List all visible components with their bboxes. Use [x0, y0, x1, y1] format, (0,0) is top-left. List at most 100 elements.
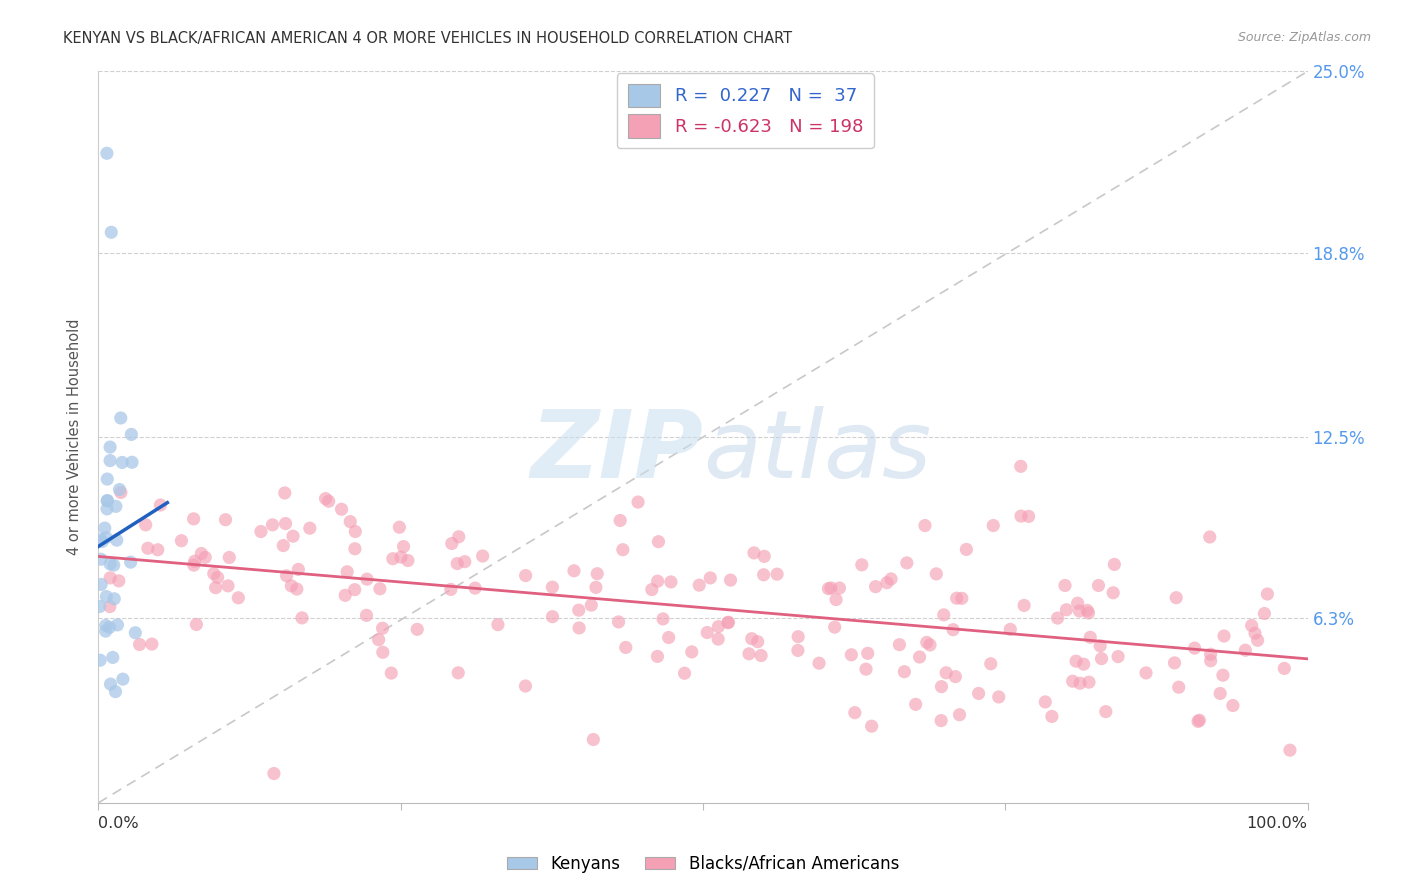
Point: [149, 498, 172, 512]
Point: [94, 618, 117, 632]
Point: [607, 615, 630, 629]
Point: [1066, 596, 1088, 610]
Point: [110, 485, 132, 500]
Point: [94, 521, 117, 535]
Point: [856, 646, 879, 660]
Point: [828, 581, 851, 595]
Point: [614, 640, 637, 655]
Point: [90, 577, 112, 591]
Point: [98, 571, 121, 585]
Point: [1073, 657, 1095, 672]
Text: ZIP: ZIP: [530, 406, 703, 498]
Point: [1184, 641, 1206, 656]
Point: [104, 684, 127, 698]
Point: [141, 637, 163, 651]
Point: [945, 591, 967, 606]
Point: [343, 582, 366, 597]
Point: [356, 572, 378, 586]
Point: [103, 591, 125, 606]
Point: [647, 574, 669, 589]
Point: [276, 569, 298, 583]
Point: [406, 623, 429, 637]
Point: [581, 598, 603, 612]
Y-axis label: 4 or more Vehicles in Household: 4 or more Vehicles in Household: [67, 318, 83, 556]
Point: [447, 665, 470, 680]
Point: [218, 550, 240, 565]
Point: [1246, 633, 1268, 648]
Point: [94, 624, 117, 639]
Point: [96, 590, 118, 604]
Point: [914, 518, 936, 533]
Point: [96, 146, 118, 161]
Point: [904, 698, 927, 712]
Point: [876, 575, 898, 590]
Point: [942, 623, 965, 637]
Point: [136, 541, 159, 556]
Point: [749, 648, 772, 663]
Point: [752, 567, 775, 582]
Point: [1253, 607, 1275, 621]
Point: [699, 571, 721, 585]
Point: [1234, 643, 1257, 657]
Point: [766, 567, 789, 582]
Text: Source: ZipAtlas.com: Source: ZipAtlas.com: [1237, 31, 1371, 45]
Point: [367, 632, 389, 647]
Point: [967, 686, 990, 700]
Point: [1107, 649, 1129, 664]
Point: [94, 531, 117, 545]
Point: [98, 440, 121, 454]
Point: [120, 555, 142, 569]
Point: [1046, 611, 1069, 625]
Point: [371, 645, 394, 659]
Point: [120, 427, 142, 442]
Point: [89, 599, 111, 614]
Point: [98, 557, 121, 571]
Point: [908, 650, 931, 665]
Point: [1077, 606, 1099, 620]
Point: [454, 555, 477, 569]
Point: [298, 521, 321, 535]
Point: [515, 568, 537, 582]
Point: [855, 662, 877, 676]
Point: [381, 551, 404, 566]
Point: [111, 672, 134, 686]
Point: [105, 533, 128, 548]
Point: [747, 634, 769, 648]
Point: [585, 580, 607, 594]
Point: [627, 495, 650, 509]
Point: [1213, 629, 1236, 643]
Point: [330, 502, 353, 516]
Point: [228, 591, 250, 605]
Point: [541, 580, 564, 594]
Point: [1198, 530, 1220, 544]
Point: [865, 580, 887, 594]
Point: [344, 524, 367, 539]
Point: [207, 570, 229, 584]
Point: [96, 472, 118, 486]
Point: [101, 650, 124, 665]
Point: [950, 591, 973, 606]
Point: [568, 603, 591, 617]
Point: [741, 632, 763, 646]
Point: [291, 611, 314, 625]
Point: [440, 536, 463, 550]
Point: [96, 502, 118, 516]
Point: [96, 493, 118, 508]
Point: [987, 690, 1010, 704]
Point: [1272, 661, 1295, 675]
Point: [1064, 654, 1087, 668]
Point: [1076, 603, 1098, 617]
Point: [1094, 705, 1116, 719]
Point: [720, 573, 742, 587]
Point: [285, 582, 308, 596]
Point: [204, 581, 226, 595]
Point: [688, 578, 710, 592]
Point: [343, 541, 366, 556]
Point: [929, 714, 952, 728]
Point: [515, 679, 537, 693]
Text: 0.0%: 0.0%: [98, 816, 139, 831]
Point: [1000, 623, 1022, 637]
Point: [652, 612, 675, 626]
Point: [281, 529, 304, 543]
Point: [1188, 713, 1211, 727]
